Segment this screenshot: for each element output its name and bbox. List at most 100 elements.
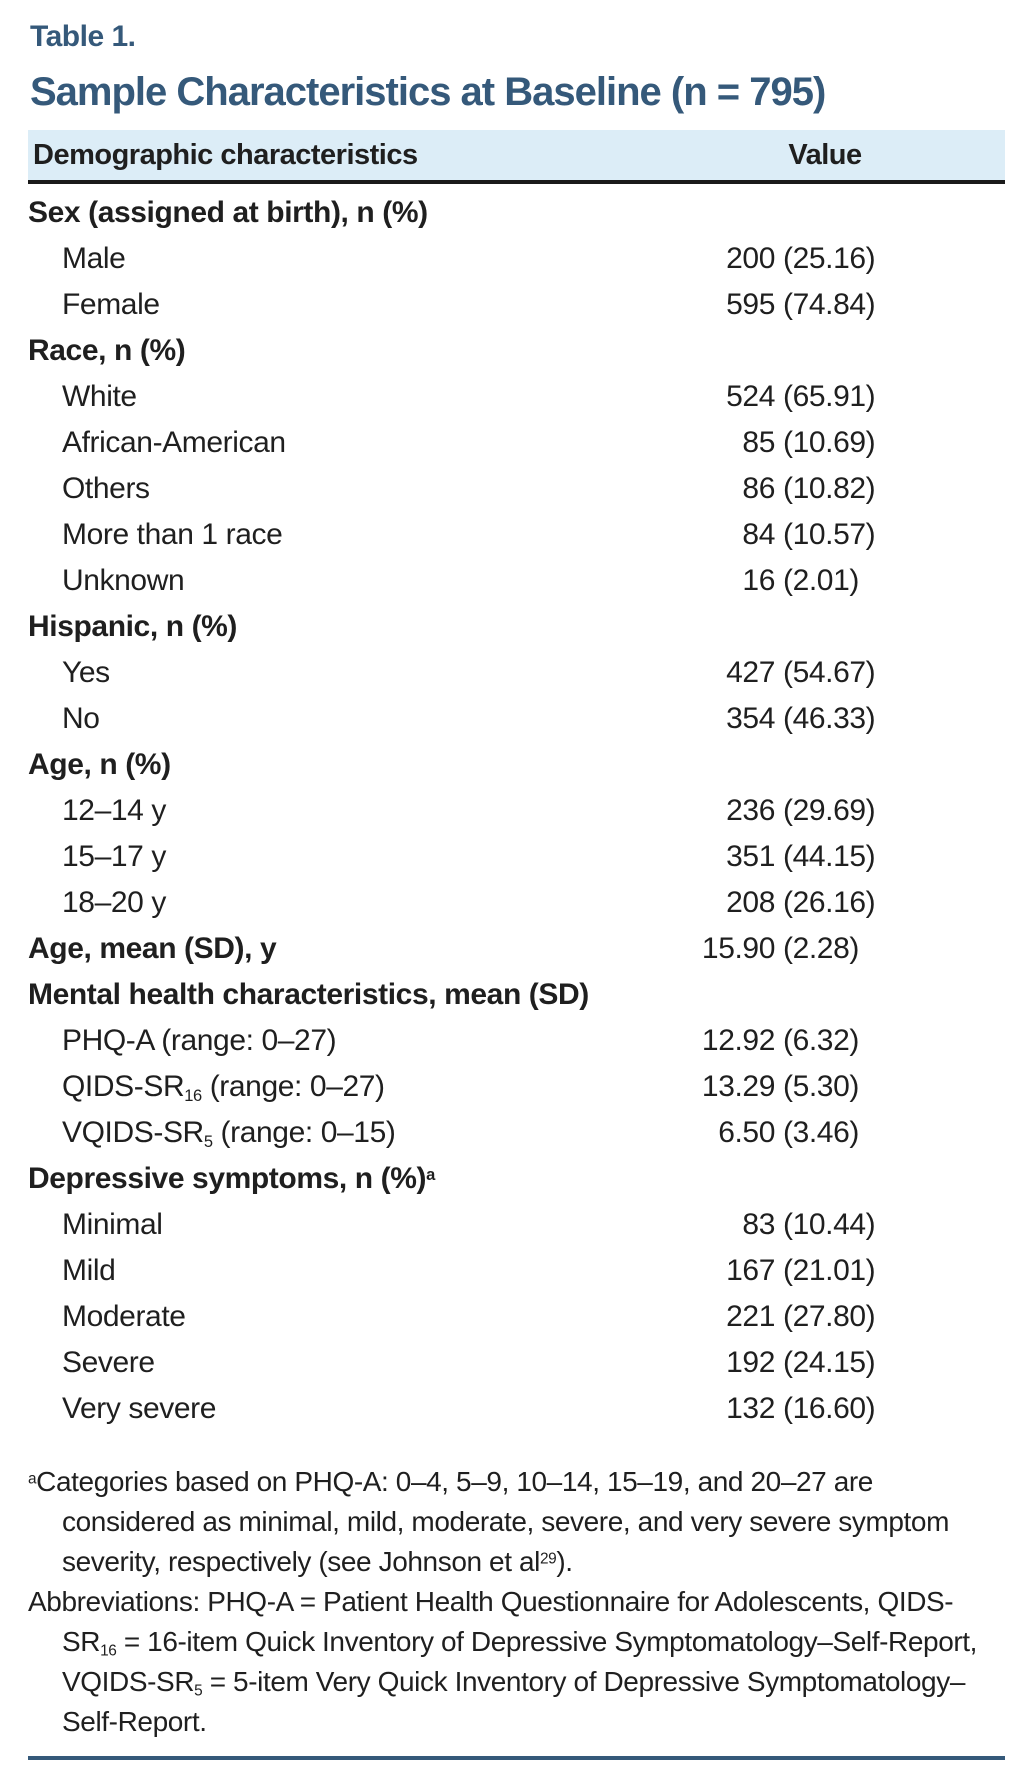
row-value: 6.50 (3.46) (645, 1116, 1005, 1150)
value-percent: (21.01) (783, 1254, 876, 1287)
row-value: 221 (27.80) (645, 1300, 1005, 1334)
value-percent: (27.80) (783, 1300, 876, 1333)
row-label: Hispanic, n (%) (28, 610, 238, 643)
row-label: Severe (62, 1346, 155, 1379)
column-header-value: Value (788, 138, 862, 171)
row-label: Female (62, 288, 160, 321)
value-n: 221 (726, 1300, 775, 1333)
row-label: Race, n (%) (28, 334, 186, 367)
value-percent: (24.15) (783, 1346, 876, 1379)
table-row: Unknown 16 (2.01) (28, 558, 1005, 604)
value-percent: (26.16) (783, 886, 876, 919)
table-row: Depressive symptoms, n (%)a (28, 1156, 1005, 1202)
row-label: 18–20 y (62, 886, 166, 919)
value-percent: (10.44) (783, 1208, 876, 1241)
value-n: 595 (726, 288, 775, 321)
table-row: Others 86 (10.82) (28, 466, 1005, 512)
row-label: Mental health characteristics, mean (SD) (28, 978, 589, 1011)
table-row: Mental health characteristics, mean (SD) (28, 972, 1005, 1018)
row-value: 524 (65.91) (645, 380, 1005, 414)
value-percent: (46.33) (783, 702, 876, 735)
row-value: 192 (24.15) (645, 1346, 1005, 1380)
row-value: 13.29 (5.30) (645, 1070, 1005, 1104)
table-row: Yes 427 (54.67) (28, 650, 1005, 696)
value-percent: (16.60) (783, 1392, 876, 1425)
table-row: White 524 (65.91) (28, 374, 1005, 420)
row-value: 208 (26.16) (645, 886, 1005, 920)
column-header-characteristics: Demographic characteristics (33, 138, 418, 171)
value-percent: (6.32) (783, 1024, 859, 1057)
table-title: Sample Characteristics at Baseline (n = … (30, 70, 826, 114)
value-n: 83 (742, 1208, 775, 1241)
table-row: Age, n (%) (28, 742, 1005, 788)
row-value: 12.92 (6.32) (645, 1024, 1005, 1058)
row-label: QIDS-SR16 (range: 0–27) (62, 1070, 385, 1105)
row-label: Very severe (62, 1392, 217, 1425)
table-row: No 354 (46.33) (28, 696, 1005, 742)
value-percent: (2.01) (783, 564, 859, 597)
table-header-row: Demographic characteristics Value (28, 130, 1005, 184)
footnote-a: aCategories based on PHQ-A: 0–4, 5–9, 10… (28, 1466, 950, 1577)
row-label: African-American (62, 426, 286, 459)
value-percent: (29.69) (783, 794, 876, 827)
value-n: 16 (742, 564, 775, 597)
value-percent: (65.91) (783, 380, 876, 413)
row-value: 85 (10.69) (645, 426, 1005, 460)
table-row: Minimal 83 (10.44) (28, 1202, 1005, 1248)
row-value: 83 (10.44) (645, 1208, 1005, 1242)
value-n: 6.50 (718, 1116, 775, 1149)
row-value: 16 (2.01) (645, 564, 1005, 598)
value-percent: (54.67) (783, 656, 876, 689)
value-n: 84 (742, 518, 775, 551)
table-row: Very severe 132 (16.60) (28, 1386, 1005, 1432)
value-n: 354 (726, 702, 775, 735)
row-label: Unknown (62, 564, 185, 597)
row-label: Others (62, 472, 150, 505)
row-label: More than 1 race (62, 518, 283, 551)
table-row: QIDS-SR16 (range: 0–27) 13.29 (5.30) (28, 1064, 1005, 1110)
row-value: 200 (25.16) (645, 242, 1005, 276)
value-percent: (25.16) (783, 242, 876, 275)
value-percent: (5.30) (783, 1070, 859, 1103)
table-body: Sex (assigned at birth), n (%) Male 200 (25… (28, 190, 1005, 1432)
row-value: 595 (74.84) (645, 288, 1005, 322)
value-n: 524 (726, 380, 775, 413)
table-row: PHQ-A (range: 0–27) 12.92 (6.32) (28, 1018, 1005, 1064)
row-value: 15.90 (2.28) (645, 932, 1005, 966)
row-label: Sex (assigned at birth), n (%) (28, 196, 428, 229)
row-label: 15–17 y (62, 840, 166, 873)
value-percent: (44.15) (783, 840, 876, 873)
table-row: Sex (assigned at birth), n (%) (28, 190, 1005, 236)
row-label: Moderate (62, 1300, 186, 1333)
row-value: 351 (44.15) (645, 840, 1005, 874)
value-n: 192 (726, 1346, 775, 1379)
row-label: 12–14 y (62, 794, 166, 827)
table-row: VQIDS-SR5 (range: 0–15) 6.50 (3.46) (28, 1110, 1005, 1156)
row-label: No (62, 702, 100, 735)
value-n: 427 (726, 656, 775, 689)
row-label: Minimal (62, 1208, 163, 1241)
table-row: Male 200 (25.16) (28, 236, 1005, 282)
value-n: 167 (726, 1254, 775, 1287)
table-row: Race, n (%) (28, 328, 1005, 374)
table-bottom-rule (28, 1756, 1005, 1760)
value-percent: (10.69) (783, 426, 876, 459)
value-n: 351 (726, 840, 775, 873)
value-percent: (10.57) (783, 518, 876, 551)
row-value: 167 (21.01) (645, 1254, 1005, 1288)
table-row: African-American 85 (10.69) (28, 420, 1005, 466)
row-label: Yes (62, 656, 110, 689)
value-n: 12.92 (701, 1024, 775, 1057)
row-label: VQIDS-SR5 (range: 0–15) (62, 1116, 396, 1151)
row-label: PHQ-A (range: 0–27) (62, 1024, 337, 1057)
table-row: Female 595 (74.84) (28, 282, 1005, 328)
table-row: Moderate 221 (27.80) (28, 1294, 1005, 1340)
row-value: 427 (54.67) (645, 656, 1005, 690)
table-row: More than 1 race 84 (10.57) (28, 512, 1005, 558)
value-n: 15.90 (701, 932, 775, 965)
row-label: White (62, 380, 137, 413)
value-n: 200 (726, 242, 775, 275)
value-percent: (3.46) (783, 1116, 859, 1149)
row-label: Mild (62, 1254, 116, 1287)
